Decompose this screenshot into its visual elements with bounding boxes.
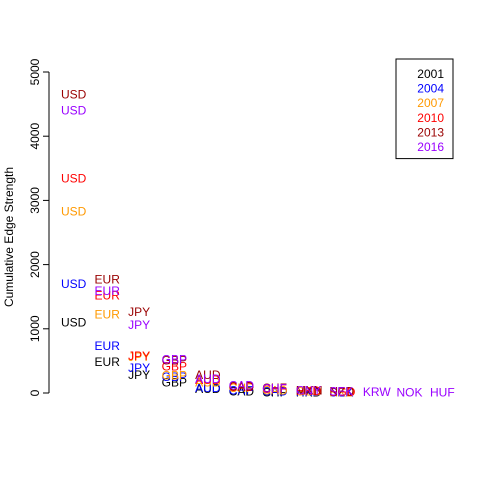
data-point-label: EUR	[95, 339, 121, 353]
data-point-label: JPY	[128, 305, 150, 319]
data-point-label: JPY	[128, 368, 150, 382]
legend-entry: 2013	[417, 125, 444, 139]
data-point-label: USD	[61, 104, 87, 118]
data-point-label: CHF	[229, 381, 254, 395]
data-point-label: USD	[61, 204, 87, 218]
data-point-label: AUD	[195, 382, 221, 396]
data-point-label: GBP	[162, 360, 187, 374]
data-point-label: CHF	[262, 382, 287, 396]
legend-entry: 2016	[417, 140, 444, 154]
data-point-label: NZD	[329, 385, 354, 399]
data-point-label: JPY	[128, 350, 150, 364]
data-point-label: CAD	[229, 385, 255, 399]
data-point-label: AUD	[195, 381, 221, 395]
data-point-label: USD	[61, 87, 87, 101]
data-point-label: HUF	[430, 386, 455, 400]
data-point-label: EUR	[95, 272, 121, 286]
data-point-label: CHF	[262, 381, 287, 395]
data-point-label: HKD	[296, 386, 322, 400]
data-point-label: USD	[61, 172, 87, 186]
legend-entry: 2004	[417, 82, 444, 96]
data-point-label: GBP	[162, 370, 187, 384]
y-tick-label: 0	[28, 389, 42, 396]
legend-entry: 2010	[417, 111, 444, 125]
data-point-label: CAD	[262, 383, 288, 397]
y-tick-label: 1000	[28, 315, 42, 342]
data-point-label: HKD	[329, 385, 355, 399]
y-tick-label: 5000	[28, 58, 42, 85]
data-point-label: KRW	[363, 385, 391, 399]
data-point-label: SEK	[329, 385, 353, 399]
data-point-label: EUR	[95, 308, 121, 322]
data-point-label: CNY	[296, 383, 321, 397]
data-point-label: CHF	[262, 382, 287, 396]
data-point-label: CAD	[262, 384, 288, 398]
data-point-label: HKD	[296, 385, 322, 399]
data-point-label: USD	[61, 315, 87, 329]
data-point-label: AUD	[195, 368, 221, 382]
data-point-label: GBP	[162, 353, 187, 367]
data-point-label: GBP	[162, 369, 187, 383]
legend-entry: 2007	[417, 96, 444, 110]
data-point-label: NOK	[396, 385, 422, 399]
data-point-label: USD	[61, 277, 87, 291]
y-tick-label: 4000	[28, 123, 42, 150]
y-tick-label: 3000	[28, 187, 42, 214]
data-point-label: AUD	[195, 373, 221, 387]
data-point-label: EUR	[95, 284, 121, 298]
data-point-label: CHF	[262, 385, 287, 399]
data-point-label: JPY	[128, 349, 150, 363]
data-point-label: JPY	[128, 318, 150, 332]
data-point-label: JPY	[128, 361, 150, 375]
y-axis-label: Cumulative Edge Strength	[2, 167, 16, 307]
data-point-label: CAD	[229, 380, 255, 394]
legend-box	[395, 58, 454, 160]
data-point-label: MXN	[296, 383, 323, 397]
data-point-label: AUD	[195, 376, 221, 390]
y-axis: 0 1000 2000 3000 4000 5000	[28, 58, 50, 396]
data-point-label: SEK	[329, 385, 353, 399]
data-point-label: SGD	[329, 385, 355, 399]
data-point-label: AUD	[195, 372, 221, 386]
data-point-label: CAD	[229, 378, 255, 392]
data-point-label: GBP	[162, 375, 187, 389]
data-point-label: CHF	[229, 383, 254, 397]
y-tick-label: 2000	[28, 251, 42, 278]
data-point-label: EUR	[95, 288, 121, 302]
data-point-label: EUR	[95, 355, 121, 369]
data-point-label: HKD	[296, 384, 322, 398]
data-point-label: CAD	[229, 380, 255, 394]
data-point-label: GBP	[162, 353, 187, 367]
data-point-label: SGD	[296, 385, 322, 399]
legend-entry: 2001	[417, 67, 444, 81]
